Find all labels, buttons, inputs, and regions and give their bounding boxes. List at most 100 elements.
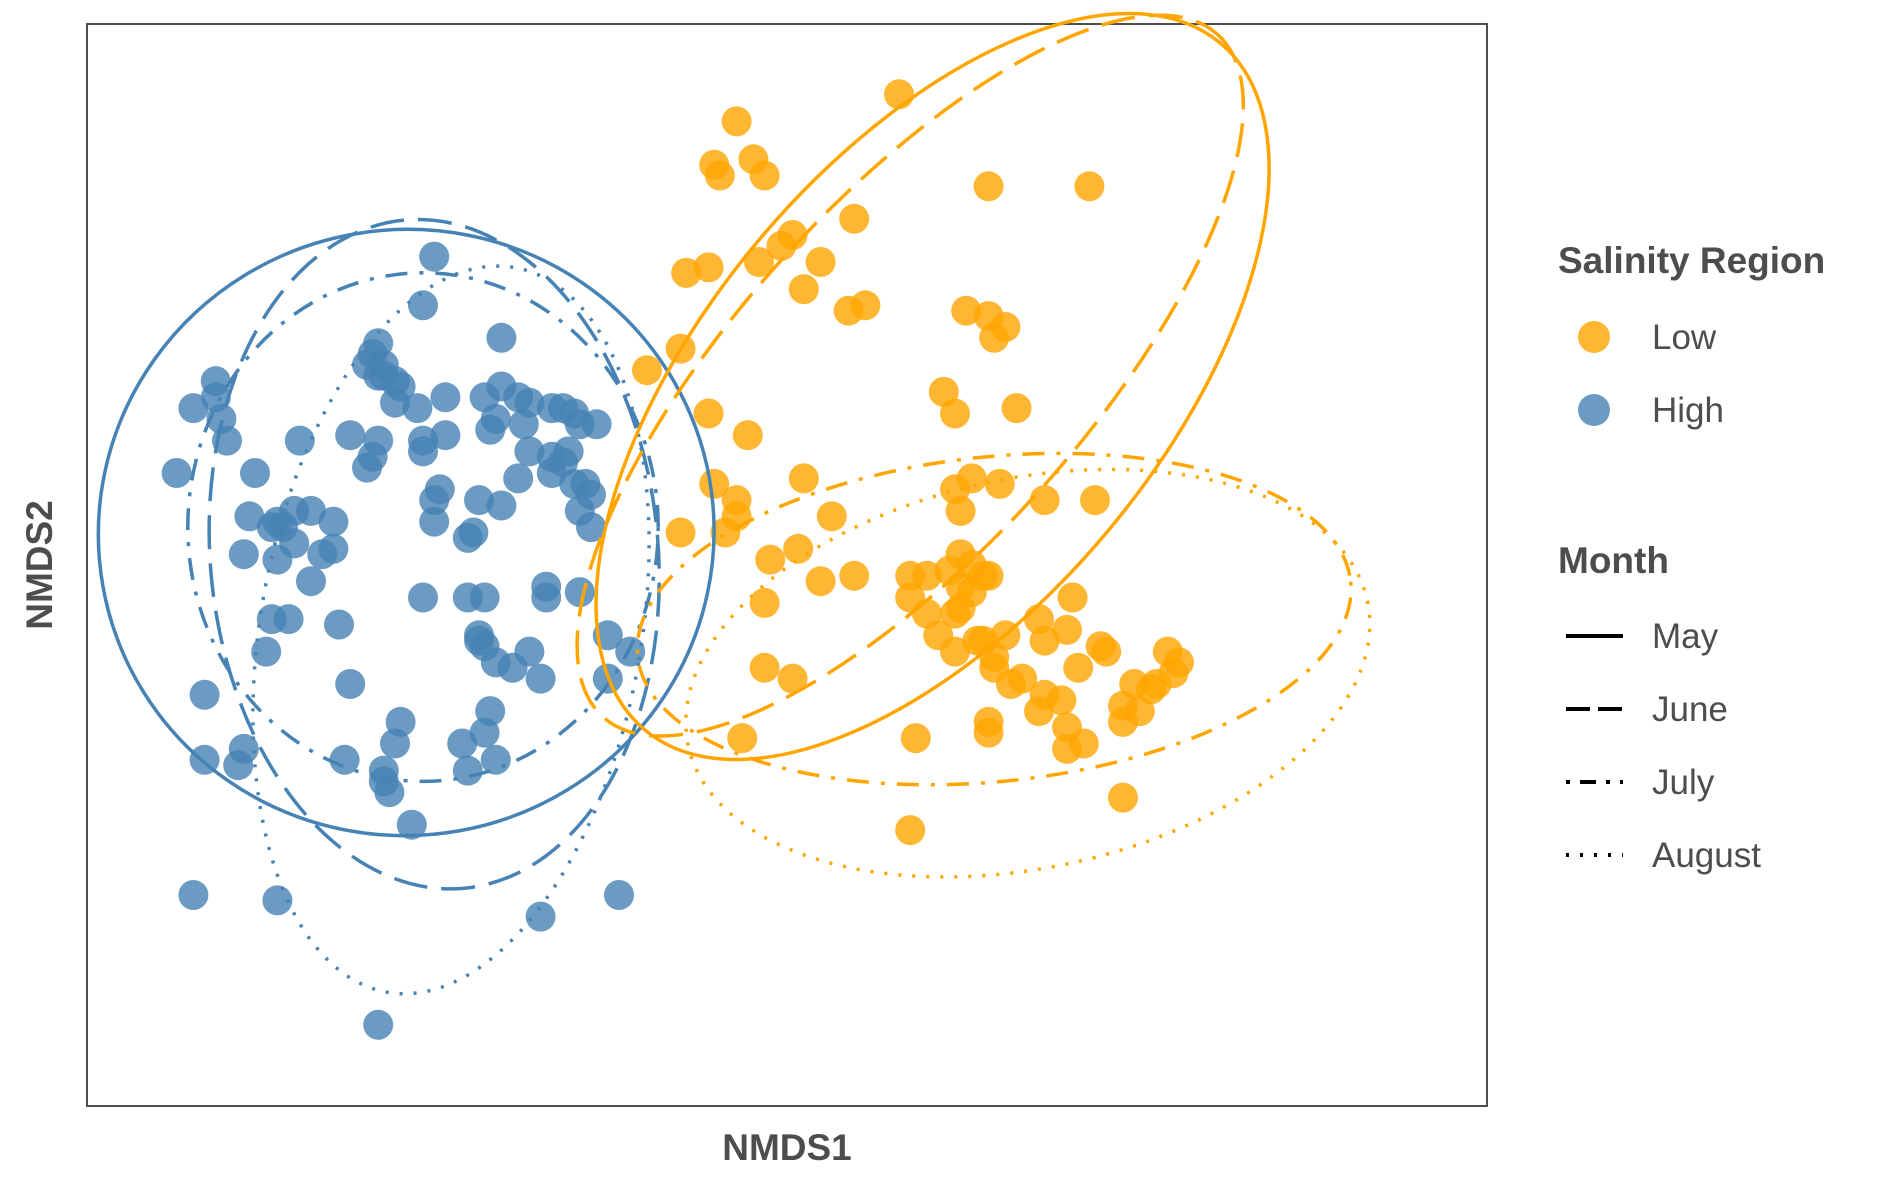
ellipse-high-may: [96, 227, 716, 838]
point-low: [1046, 685, 1077, 716]
point-high: [408, 582, 438, 613]
point-high: [240, 458, 270, 488]
point-high: [262, 885, 293, 916]
ellipse-high-june: [207, 217, 662, 891]
point-low: [839, 560, 870, 591]
point-high: [486, 490, 517, 521]
point-low: [1001, 393, 1032, 424]
point-high: [475, 414, 506, 445]
point-low: [749, 160, 780, 191]
point-low: [693, 252, 724, 283]
point-high: [335, 420, 366, 451]
point-low: [990, 312, 1021, 342]
point-low: [940, 636, 970, 667]
point-low: [1063, 652, 1094, 683]
point-low: [973, 717, 1004, 748]
point-low: [1057, 582, 1088, 613]
ellipse-high-august: [251, 264, 651, 996]
point-high: [452, 755, 483, 786]
point-low: [704, 160, 735, 191]
point-low: [693, 398, 724, 429]
point-low: [632, 355, 662, 386]
point-high: [576, 512, 606, 543]
legend-label-july: July: [1652, 763, 1715, 802]
legend-label-low: Low: [1652, 318, 1717, 357]
point-high: [430, 382, 461, 413]
ellipse-low-may: [594, 11, 1271, 762]
point-low: [783, 533, 814, 564]
point-high: [408, 290, 438, 321]
point-high: [581, 409, 612, 440]
ellipse-low-august: [684, 467, 1372, 879]
point-high: [189, 679, 220, 710]
point-high: [615, 636, 646, 667]
point-low: [1124, 696, 1155, 727]
point-low: [721, 106, 752, 137]
point-high: [604, 880, 634, 910]
point-high: [161, 458, 192, 488]
point-high: [380, 387, 410, 418]
point-high: [284, 425, 315, 456]
point-high: [419, 506, 450, 537]
point-low: [1108, 782, 1138, 813]
point-low: [777, 663, 808, 694]
point-low: [1029, 625, 1060, 656]
point-high: [464, 485, 494, 516]
legend-title-month: Month: [1558, 540, 1669, 581]
ellipse-low-july: [635, 451, 1353, 787]
point-low: [727, 723, 758, 754]
point-high: [324, 609, 354, 640]
point-high: [380, 728, 410, 759]
point-high: [447, 728, 478, 759]
point-low: [1052, 733, 1082, 764]
point-high: [525, 901, 556, 932]
point-high: [251, 636, 282, 667]
point-low: [945, 495, 976, 526]
point-high: [296, 495, 326, 526]
point-high: [256, 512, 287, 543]
point-high: [296, 566, 326, 597]
ellipse-layer: [96, 11, 1372, 996]
point-high: [564, 577, 595, 608]
point-low: [839, 203, 870, 234]
point-high: [363, 1009, 394, 1040]
point-low: [895, 815, 926, 846]
point-layer: [161, 79, 1194, 1040]
point-high: [352, 452, 382, 483]
point-high: [531, 571, 562, 602]
point-low: [996, 669, 1026, 699]
point-low: [1024, 696, 1054, 727]
point-low: [900, 723, 931, 754]
point-high: [307, 539, 338, 570]
point-low: [788, 274, 819, 305]
point-low: [912, 560, 942, 591]
panel-border: [86, 23, 1488, 1107]
point-high: [178, 393, 209, 424]
point-high: [408, 436, 438, 467]
point-high: [335, 669, 366, 699]
point-high: [452, 522, 483, 553]
point-high: [419, 241, 450, 272]
point-low: [777, 220, 808, 250]
point-low: [671, 257, 702, 288]
point-high: [228, 539, 259, 570]
point-high: [514, 436, 545, 467]
point-high: [396, 809, 427, 840]
point-low: [665, 517, 696, 548]
point-high: [318, 506, 349, 537]
point-high: [329, 744, 360, 775]
x-axis-title: NMDS1: [722, 1127, 852, 1168]
ellipse-low-june: [575, 13, 1246, 738]
point-low: [973, 171, 1004, 202]
point-high: [469, 717, 500, 748]
point-high: [256, 604, 287, 635]
point-low: [788, 463, 819, 494]
legend: Salinity Region Low High Month May June …: [1558, 240, 1825, 875]
point-high: [486, 322, 517, 353]
legend-swatch-low: [1578, 321, 1610, 353]
point-low: [710, 517, 741, 548]
point-low: [1029, 485, 1060, 516]
point-low: [805, 247, 836, 277]
point-high: [480, 744, 511, 775]
